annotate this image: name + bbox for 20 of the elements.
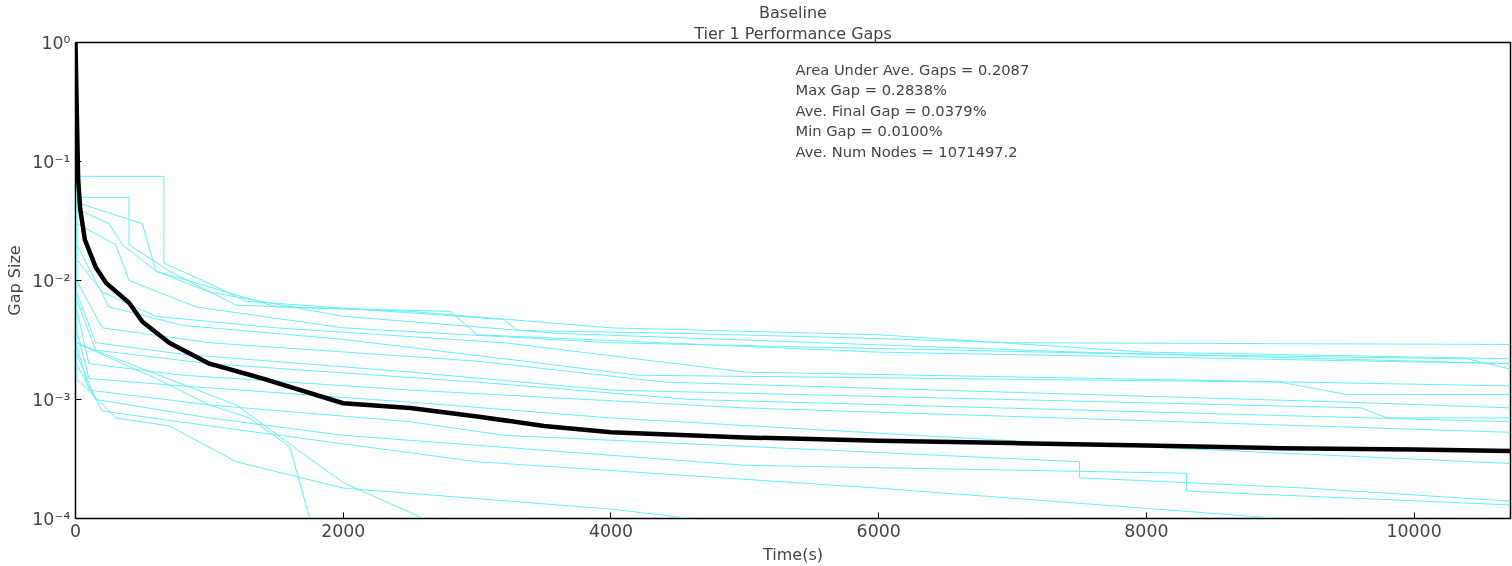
y-tick-label: 10⁻³ — [32, 389, 71, 410]
x-tick-label: 10000 — [1386, 520, 1442, 541]
annotation: Ave. Num Nodes = 1071497.2 — [795, 142, 1018, 160]
x-tick-label: 6000 — [856, 520, 901, 541]
annotation: Max Gap = 0.2838% — [795, 81, 947, 98]
annotation: Ave. Final Gap = 0.0379% — [795, 101, 987, 119]
y-axis-title: Gap Size — [5, 245, 25, 316]
x-tick-label: 4000 — [588, 520, 634, 541]
y-tick-label: 10⁻⁴ — [32, 508, 71, 529]
chart-title: Baseline — [759, 2, 827, 22]
x-tick-label: 2000 — [321, 520, 366, 541]
y-tick-label: 10⁰ — [41, 32, 71, 53]
x-tick-label: 8000 — [1124, 520, 1169, 541]
annotation: Min Gap = 0.0100% — [795, 122, 943, 139]
y-tick-label: 10⁻¹ — [32, 151, 71, 172]
annotation: Area Under Ave. Gaps = 0.2087 — [795, 60, 1030, 78]
x-axis-title: Time(s) — [762, 544, 823, 564]
x-tick-label: 0 — [69, 520, 82, 541]
chart-subtitle: Tier 1 Performance Gaps — [693, 23, 892, 43]
y-tick-label: 10⁻² — [32, 270, 71, 291]
